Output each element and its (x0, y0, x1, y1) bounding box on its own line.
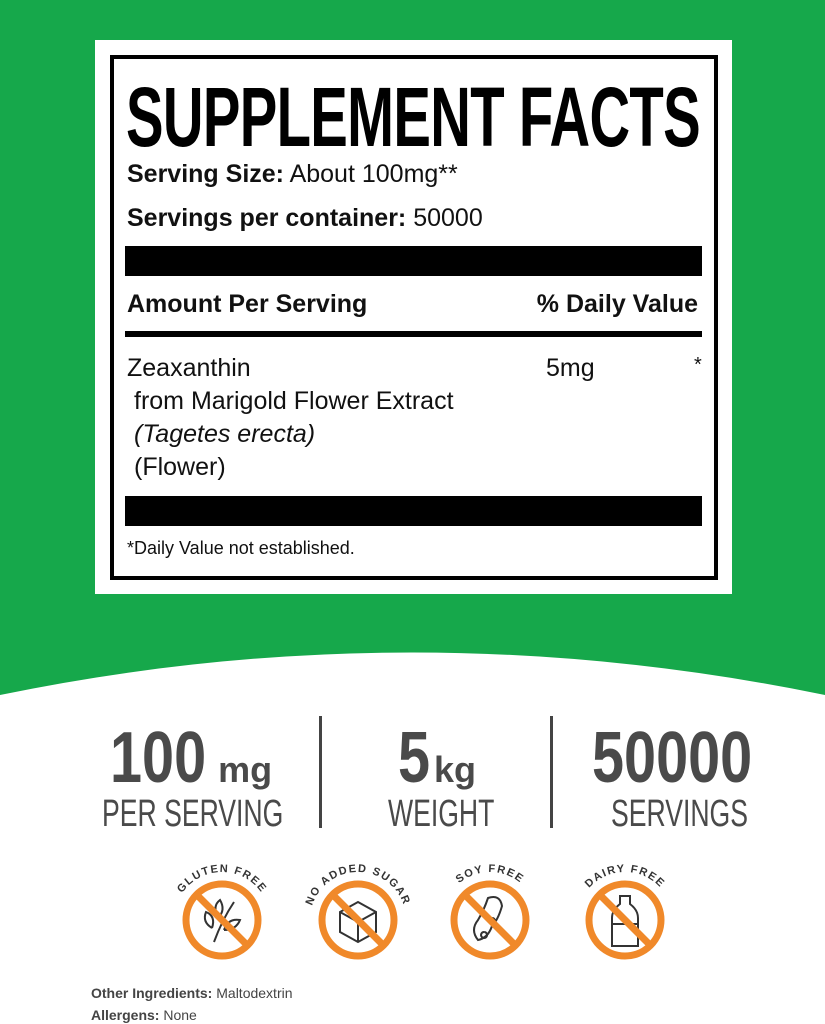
other-ingredients: Other Ingredients: Maltodextrin (91, 985, 293, 1001)
facts-frame: SUPPLEMENT FACTS Serving Size: About 100… (110, 55, 718, 580)
ingredient-dv: * (694, 354, 702, 376)
prohibited-slash-icon (194, 892, 250, 948)
facts-title: SUPPLEMENT FACTS (126, 70, 701, 164)
stat-per-serving: 100 mg (109, 718, 273, 798)
supplement-facts-panel: SUPPLEMENT FACTS Serving Size: About 100… (95, 40, 732, 594)
ingredient-amount: 5mg (546, 354, 595, 382)
stat-label: WEIGHT (388, 793, 495, 835)
white-curve (0, 652, 825, 1024)
badge-dairy-free: DAIRY FREE (583, 863, 666, 960)
ingredient-name: Zeaxanthin (127, 354, 251, 382)
divider-line (125, 331, 702, 337)
divider (550, 716, 553, 828)
badges: GLUTEN FREE NO ADDED SUGAR SOY FREE DAIR… (175, 863, 666, 960)
badge-soy-free: SOY FREE (450, 863, 530, 960)
prohibited-circle-icon (318, 880, 398, 960)
ingredient-part: (Flower) (134, 453, 226, 481)
allergens: Allergens: None (91, 1007, 197, 1023)
prohibited-circle-icon (182, 880, 262, 960)
badge-label: GLUTEN FREE (175, 863, 269, 895)
badge-no-added-sugar: NO ADDED SUGAR (304, 863, 411, 960)
divider-bar (125, 246, 702, 276)
prohibited-slash-icon (597, 892, 653, 948)
stat-weight: 5 kg (397, 718, 477, 798)
stat-servings: 50000 (592, 718, 753, 798)
amount-header: Amount Per Serving (127, 290, 368, 318)
stat-label: SERVINGS (611, 793, 748, 835)
servings-per-container: Servings per container: 50000 (127, 204, 483, 232)
divider-bar-bottom (125, 496, 702, 526)
footnote: *Daily Value not established. (127, 538, 355, 558)
prohibited-circle-icon (585, 880, 665, 960)
ingredient-latin: (Tagetes erecta) (134, 420, 316, 448)
badge-gluten-free: GLUTEN FREE (175, 863, 269, 960)
dv-header: % Daily Value (536, 290, 698, 318)
stat-label: PER SERVING (102, 793, 284, 835)
ingredient-source: from Marigold Flower Extract (134, 387, 454, 415)
prohibited-slash-icon (462, 892, 518, 948)
prohibited-circle-icon (450, 880, 530, 960)
prohibited-slash-icon (330, 892, 386, 948)
divider (319, 716, 322, 828)
serving-size: Serving Size: About 100mg** (127, 160, 458, 188)
